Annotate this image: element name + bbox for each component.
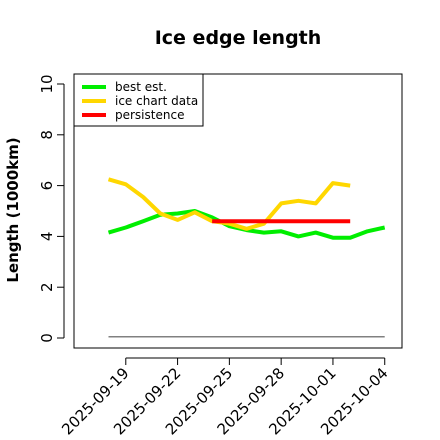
series-line-best-est- bbox=[107, 209, 386, 240]
y-tick-label: 4 bbox=[38, 232, 56, 242]
axes-layer: 02468102025-09-192025-09-222025-09-25202… bbox=[38, 74, 392, 438]
y-tick-label: 8 bbox=[38, 130, 56, 140]
legend-entry-label: best est. bbox=[115, 80, 167, 94]
series-line-ice-chart-data bbox=[107, 177, 351, 231]
chart-title: Ice edge length bbox=[155, 27, 322, 49]
y-tick-label: 2 bbox=[38, 282, 56, 292]
legend-entry-label: persistence bbox=[115, 108, 184, 122]
y-axis-label: Length (1000km) bbox=[4, 137, 22, 282]
y-tick-label: 0 bbox=[38, 333, 56, 343]
y-tick-label: 10 bbox=[38, 74, 56, 93]
plot-frame bbox=[73, 73, 403, 349]
series-layer bbox=[107, 177, 386, 338]
legend-entry-label: ice chart data bbox=[115, 94, 198, 108]
y-tick-label: 6 bbox=[38, 181, 56, 191]
